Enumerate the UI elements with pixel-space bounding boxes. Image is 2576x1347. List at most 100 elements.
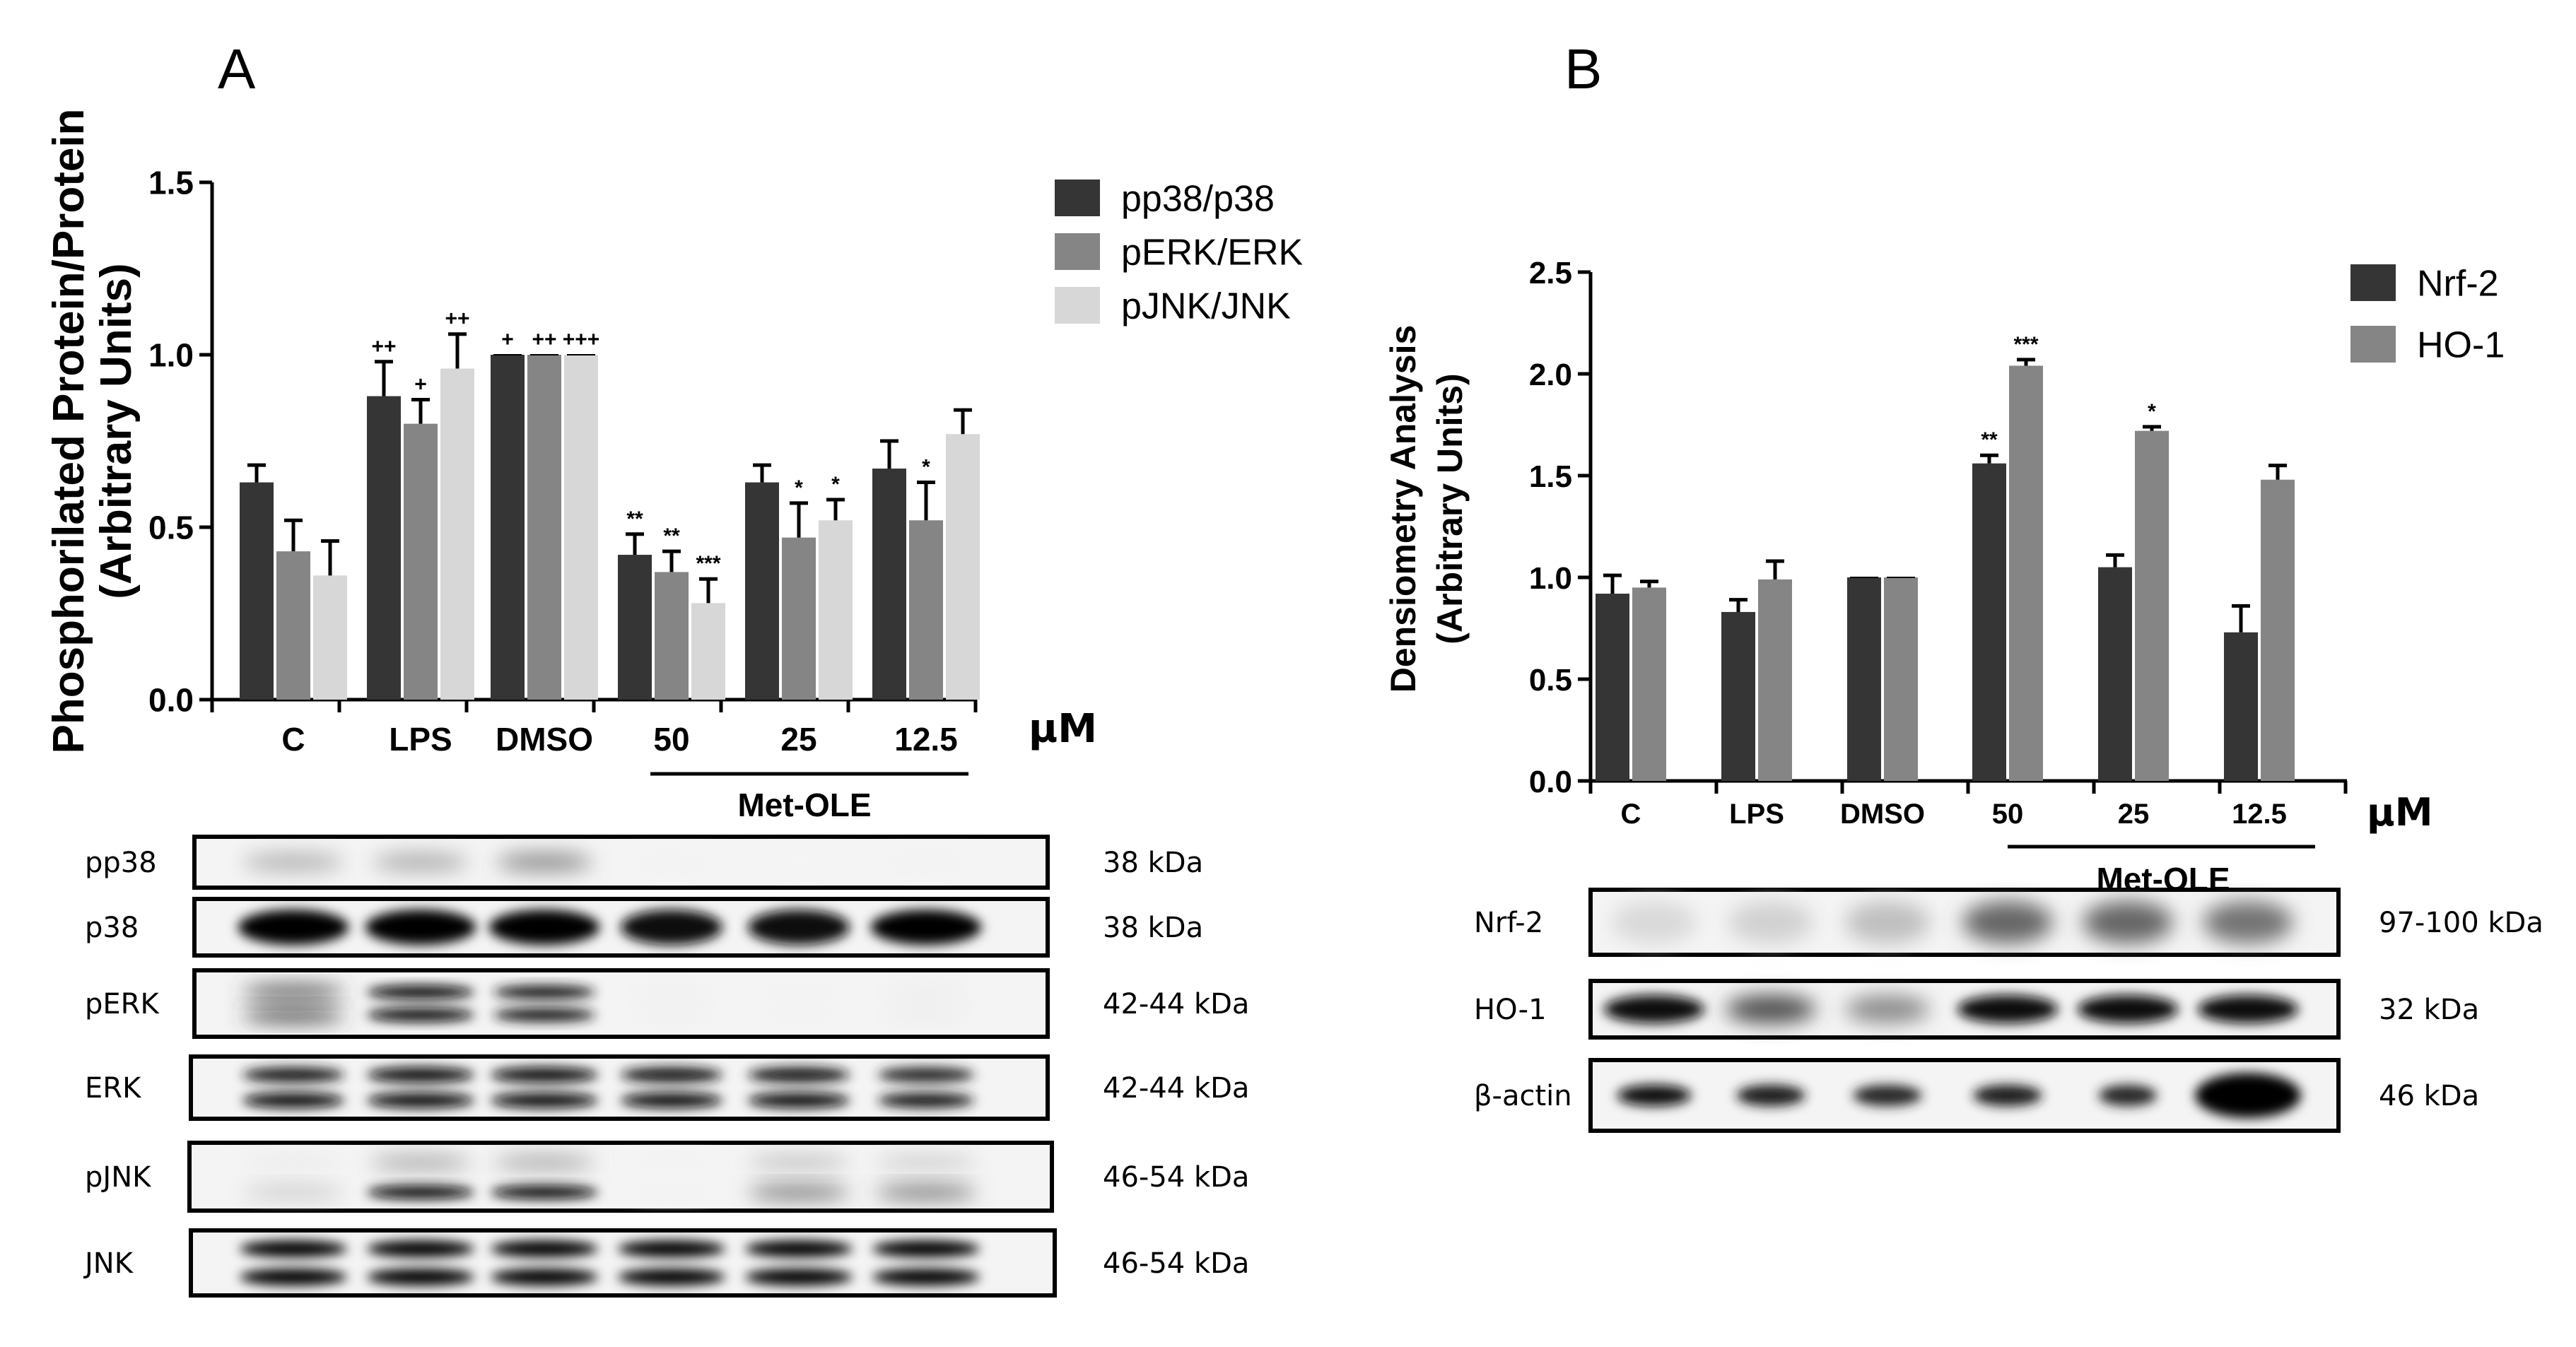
y-tick-label: 0.5 [1529,663,1572,698]
blot-band [1962,901,2053,943]
chart-panel-b: B0.00.51.01.52.02.5******C LPS DMSO 50 25 12.… [1383,37,2505,898]
blot-band [242,1067,344,1083]
bar [440,368,474,700]
blot-band [1728,901,1813,943]
blot-band [242,985,344,999]
blot-band [621,1067,722,1083]
y-tick-label: 1.5 [148,165,194,201]
y-tick-label: 1.0 [148,337,194,374]
bar [276,551,310,700]
blot-band [367,1240,474,1257]
blot-band [2197,995,2299,1023]
bar [2224,632,2258,781]
significance-label: + [414,372,427,396]
blot-band [488,910,600,945]
blot-band [1845,901,1930,943]
blot-band [748,910,850,945]
bar [404,423,438,700]
legend-swatch [2350,264,2396,301]
blot-band [367,985,474,999]
bar [240,482,274,700]
legend-label: pJNK/JNK [1121,286,1291,327]
blot-band [754,985,844,999]
legend-label: pp38/p38 [1121,179,1275,220]
bar [782,537,816,700]
blot-band [367,1067,474,1083]
y-tick-label: 0.0 [148,682,194,719]
blot-band [1603,995,1705,1023]
blot-band [242,1093,344,1108]
blot-size-label: 38 kDa [1103,912,1203,944]
blot-band [365,910,476,945]
blot-band [878,1093,974,1108]
blot-band [238,910,349,945]
x-category-label: 50 [1992,799,2024,830]
blot-size-label: 97-100 kDa [2379,907,2543,939]
bar [819,520,853,700]
blot-band [870,910,982,945]
bar [618,555,652,700]
blot-band [626,853,717,871]
significance-label: ++ [532,328,556,351]
panel-label: B [1564,37,1602,100]
blot-band [367,1093,474,1108]
blot-band [367,1008,474,1022]
bar [564,355,598,700]
blot-band [242,853,344,871]
significance-label: *** [2013,333,2038,356]
blot-band [491,1240,598,1257]
bar [2009,365,2043,781]
bar [946,434,980,700]
blot-band [1973,1085,2042,1106]
blot-band [2098,1085,2158,1106]
blot-label: p38 [85,912,139,944]
x-category-label: C [281,721,305,758]
blot-band [881,853,971,871]
bar [1596,594,1629,781]
blot-band [1612,901,1697,943]
blot-band [875,1155,977,1170]
significance-label: * [2148,400,2156,423]
legend: Nrf-2 HO-1 [2350,264,2505,366]
legend-label: HO-1 [2417,325,2505,366]
blot-band [2203,901,2293,943]
legend-label: Nrf-2 [2417,264,2499,305]
significance-label: * [795,476,803,500]
blot-band [1853,1085,1922,1106]
blot-band [493,985,595,999]
blot-size-label: 42-44 kDa [1103,1072,1249,1105]
blot-band [491,1067,598,1083]
blot-band [493,1008,595,1022]
x-category-label: DMSO [1840,799,1925,830]
y-tick-label: 1.0 [1529,561,1572,596]
bar [872,469,906,700]
blot-strip-ho-1: HO-1 32 kDa [1474,979,2479,1040]
x-category-label: 12.5 [894,721,958,758]
legend-swatch [1055,287,1100,324]
x-category-label: DMSO [496,721,593,758]
x-unit-label: µM [2367,790,2432,835]
blot-band [367,1269,474,1286]
bar [2098,567,2132,781]
bar [1758,579,1792,781]
blot-band [491,1093,598,1108]
blot-band [621,1093,722,1108]
blot-band [491,1269,598,1286]
bar [1972,463,2006,781]
legend-swatch [2350,326,2396,363]
blot-strip-nrf-2: Nrf-2 97-100 kDa [1474,888,2543,957]
blot-band [242,1155,344,1170]
blot-band [1617,1085,1692,1106]
blot-label: JNK [83,1247,134,1280]
bar [491,355,525,700]
bar [745,482,779,700]
blot-label: pJNK [85,1161,152,1194]
significance-label: *** [696,552,720,575]
y-tick-label: 0.0 [1529,765,1572,799]
blot-band [626,1008,717,1022]
blot-band [2077,995,2179,1023]
y-axis-label: Phosphorilated Protein/Protein [45,109,93,754]
y-tick-label: 2.0 [1529,358,1572,392]
y-axis-label: Densiometry Analysis [1383,325,1423,693]
blot-label: ERK [85,1072,142,1105]
